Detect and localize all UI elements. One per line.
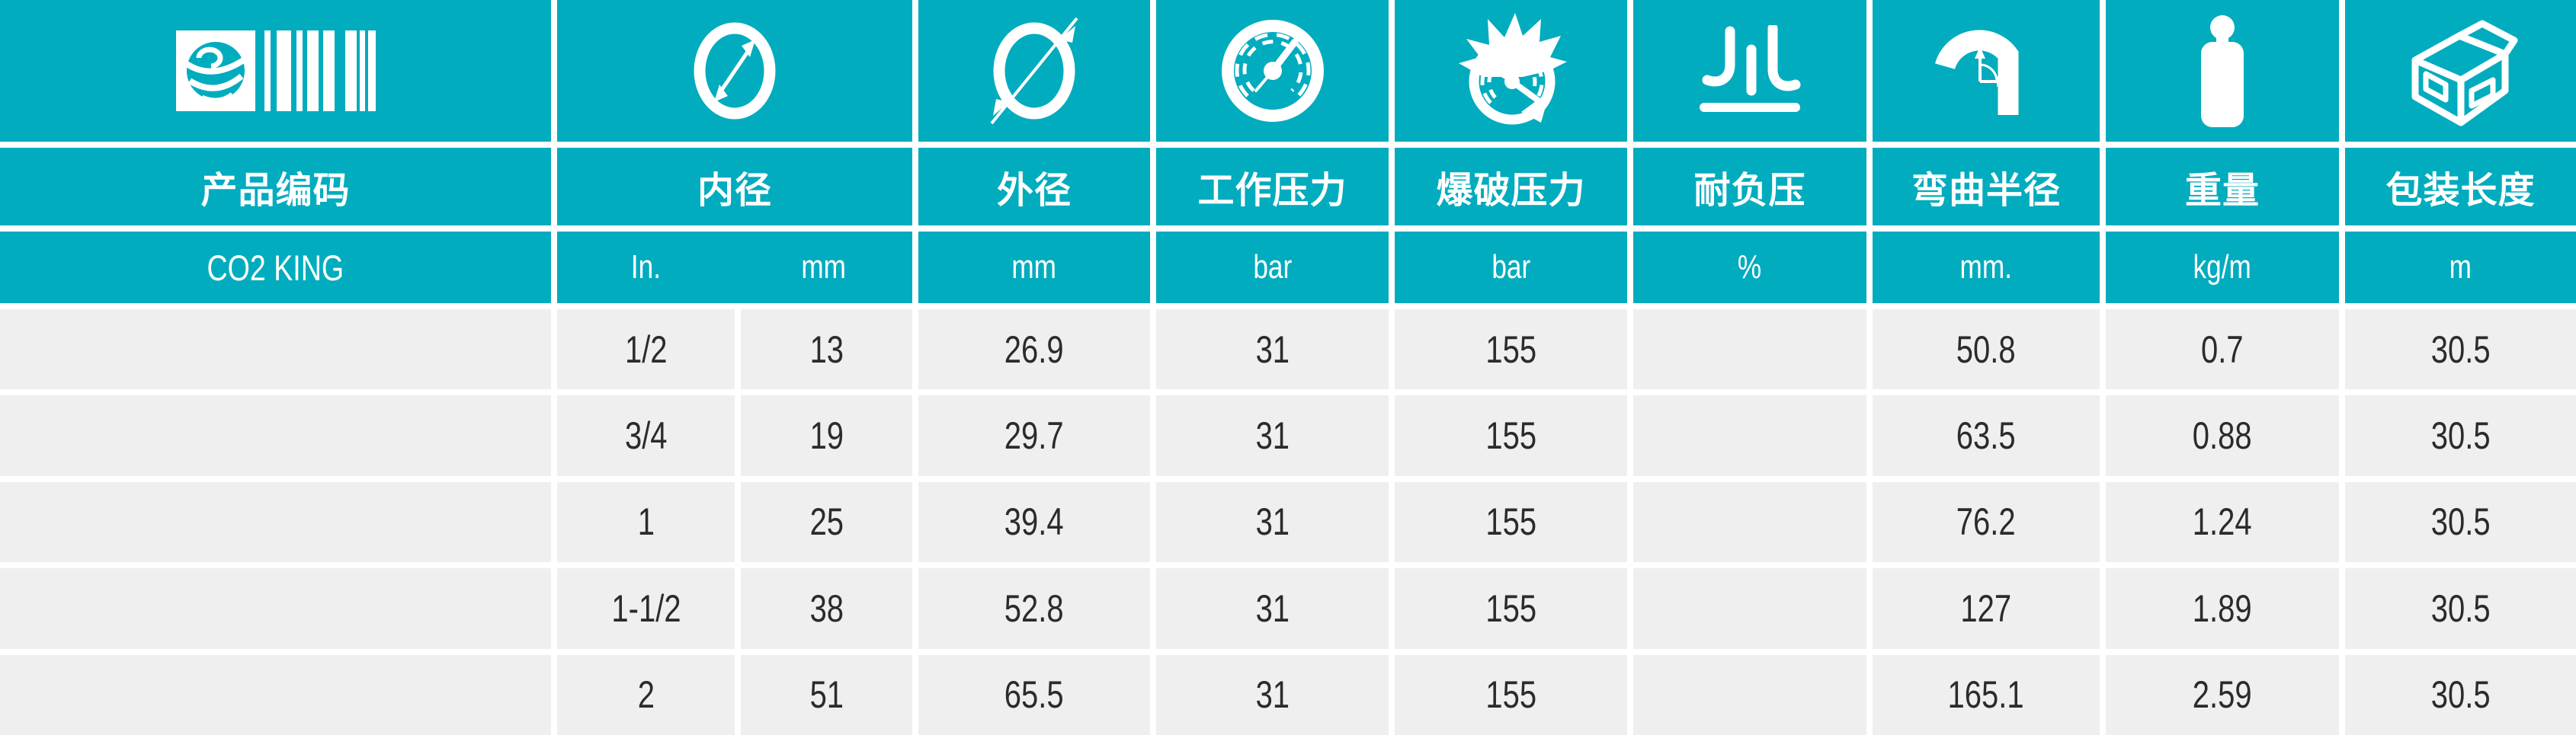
cell-wp: 31 bbox=[1156, 395, 1389, 476]
cell-bend: 63.5 bbox=[1873, 395, 2100, 476]
cell-len: 30.5 bbox=[2345, 568, 2576, 649]
unit-inner-diameter: In. mm bbox=[557, 232, 912, 303]
cell-od: 52.8 bbox=[918, 568, 1150, 649]
unit-vacuum: % bbox=[1633, 232, 1866, 303]
cell-vac bbox=[1633, 654, 1866, 735]
unit-burst-pressure: bar bbox=[1395, 232, 1627, 303]
unit-working-pressure: bar bbox=[1156, 232, 1389, 303]
weight-icon bbox=[2201, 15, 2244, 127]
cell-od: 65.5 bbox=[918, 654, 1150, 735]
product-code-icon-cell bbox=[0, 0, 551, 142]
pressure-gauge-icon bbox=[1221, 20, 1324, 122]
product-name: CO2 KING bbox=[0, 232, 551, 303]
cell-wp: 31 bbox=[1156, 309, 1389, 390]
cell-wt: 1.89 bbox=[2106, 568, 2339, 649]
cell-od: 26.9 bbox=[918, 309, 1150, 390]
cell-blank bbox=[0, 654, 551, 735]
header-outer-diameter: 外径 bbox=[918, 148, 1150, 225]
cell-wt: 0.7 bbox=[2106, 309, 2339, 390]
working-pressure-icon-cell bbox=[1156, 0, 1389, 142]
header-packing-length: 包装长度 bbox=[2345, 148, 2576, 225]
cell-id-in: 1-1/2 bbox=[557, 568, 735, 649]
bend-radius-icon-cell bbox=[1873, 0, 2100, 142]
cell-bend: 76.2 bbox=[1873, 481, 2100, 563]
burst-pressure-icon-cell bbox=[1395, 0, 1627, 142]
header-vacuum: 耐负压 bbox=[1633, 148, 1866, 225]
cell-wp: 31 bbox=[1156, 654, 1389, 735]
vacuum-icon-cell bbox=[1633, 0, 1866, 142]
cell-id-mm: 13 bbox=[741, 309, 912, 390]
cell-wt: 1.24 bbox=[2106, 481, 2339, 563]
cell-vac bbox=[1633, 481, 1866, 563]
bend-radius-icon bbox=[1935, 30, 2019, 115]
outer-diameter-icon-cell bbox=[918, 0, 1150, 142]
unit-inner-diameter-mm: mm bbox=[801, 248, 846, 286]
header-product-code: 产品编码 bbox=[0, 148, 551, 225]
cell-bend: 165.1 bbox=[1873, 654, 2100, 735]
header-working-pressure: 工作压力 bbox=[1156, 148, 1389, 225]
barcode-logo-icon bbox=[175, 30, 376, 111]
cell-len: 30.5 bbox=[2345, 309, 2576, 390]
cell-bp: 155 bbox=[1395, 309, 1627, 390]
cell-vac bbox=[1633, 568, 1866, 649]
cell-len: 30.5 bbox=[2345, 481, 2576, 563]
cell-vac bbox=[1633, 395, 1866, 476]
cell-id-in: 2 bbox=[557, 654, 735, 735]
header-bend-radius: 弯曲半径 bbox=[1873, 148, 2100, 225]
cell-id-mm: 51 bbox=[741, 654, 912, 735]
header-weight: 重量 bbox=[2106, 148, 2339, 225]
cell-bp: 155 bbox=[1395, 654, 1627, 735]
cell-blank bbox=[0, 481, 551, 563]
cell-wp: 31 bbox=[1156, 568, 1389, 649]
cell-bend: 127 bbox=[1873, 568, 2100, 649]
unit-outer-diameter: mm bbox=[918, 232, 1150, 303]
inner-diameter-icon bbox=[694, 22, 776, 120]
cell-bp: 155 bbox=[1395, 568, 1627, 649]
cell-id-mm: 25 bbox=[741, 481, 912, 563]
cell-len: 30.5 bbox=[2345, 395, 2576, 476]
outer-diameter-icon bbox=[990, 17, 1078, 125]
unit-packing-length: m bbox=[2345, 232, 2576, 303]
header-inner-diameter: 内径 bbox=[557, 148, 912, 225]
cell-id-in: 1 bbox=[557, 481, 735, 563]
packing-length-icon-cell bbox=[2345, 0, 2576, 142]
cell-wt: 2.59 bbox=[2106, 654, 2339, 735]
cell-bp: 155 bbox=[1395, 481, 1627, 563]
header-burst-pressure: 爆破压力 bbox=[1395, 148, 1627, 225]
cell-od: 29.7 bbox=[918, 395, 1150, 476]
cell-blank bbox=[0, 309, 551, 390]
unit-weight: kg/m bbox=[2106, 232, 2339, 303]
packing-box-icon bbox=[2411, 20, 2517, 126]
cell-vac bbox=[1633, 309, 1866, 390]
vacuum-collapse-icon bbox=[1700, 25, 1801, 112]
cell-id-in: 1/2 bbox=[557, 309, 735, 390]
cell-id-in: 3/4 bbox=[557, 395, 735, 476]
cell-od: 39.4 bbox=[918, 481, 1150, 563]
unit-bend-radius: mm. bbox=[1873, 232, 2100, 303]
cell-id-mm: 38 bbox=[741, 568, 912, 649]
cell-wt: 0.88 bbox=[2106, 395, 2339, 476]
burst-gauge-icon bbox=[1458, 13, 1567, 125]
unit-inner-diameter-in: In. bbox=[630, 248, 662, 286]
cell-wp: 31 bbox=[1156, 481, 1389, 563]
cell-bend: 50.8 bbox=[1873, 309, 2100, 390]
cell-bp: 155 bbox=[1395, 395, 1627, 476]
weight-icon-cell bbox=[2106, 0, 2339, 142]
cell-blank bbox=[0, 568, 551, 649]
inner-diameter-icon-cell bbox=[557, 0, 912, 142]
cell-id-mm: 19 bbox=[741, 395, 912, 476]
cell-blank bbox=[0, 395, 551, 476]
cell-len: 30.5 bbox=[2345, 654, 2576, 735]
